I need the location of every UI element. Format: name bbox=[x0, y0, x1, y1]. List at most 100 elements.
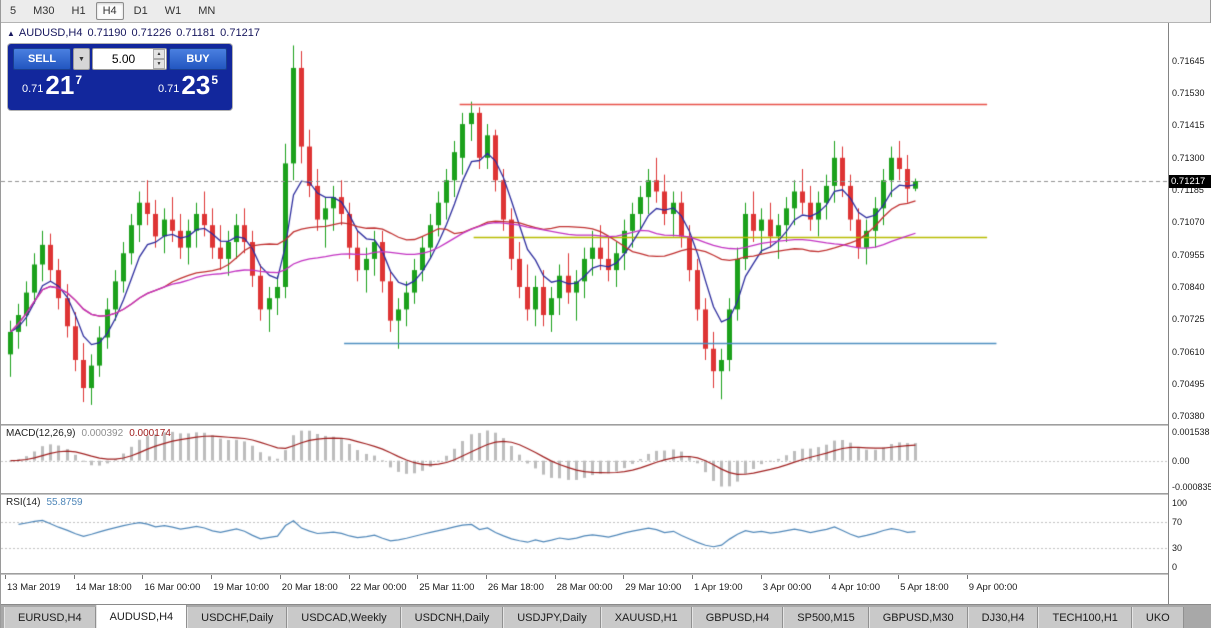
time-axis-tick bbox=[485, 575, 487, 579]
time-axis-tick bbox=[829, 575, 831, 579]
macd-title: MACD(12,26,9) bbox=[6, 428, 76, 439]
macd-axis-min: -0.000835 bbox=[1172, 482, 1211, 492]
price-axis-label: 0.70840 bbox=[1172, 281, 1205, 292]
timeframe-button-m30[interactable]: M30 bbox=[33, 5, 55, 17]
price-axis-label: 0.71300 bbox=[1172, 152, 1205, 163]
one-click-toggle-icon[interactable]: ▲ bbox=[7, 28, 15, 38]
price-axis-label: 0.70725 bbox=[1172, 314, 1205, 325]
time-axis-tick bbox=[898, 575, 900, 579]
time-axis-tick bbox=[142, 575, 144, 579]
price-axis-label: 0.71645 bbox=[1172, 55, 1205, 66]
macd-main-value: 0.000392 bbox=[81, 428, 124, 439]
chart-workspace: ▲ AUDUSD,H4 0.71190 0.71226 0.71181 0.71… bbox=[1, 23, 1211, 604]
rsi-axis-label: 0 bbox=[1172, 562, 1178, 572]
price-axis-label: 0.70495 bbox=[1172, 378, 1205, 389]
chart-tab-eurusd-h4[interactable]: EURUSD,H4 bbox=[4, 607, 96, 628]
chart-tab-gbpusd-h4[interactable]: GBPUSD,H4 bbox=[691, 607, 784, 628]
sell-price-big: 21 bbox=[45, 70, 75, 100]
panel-separator[interactable] bbox=[1, 573, 1211, 575]
timeframe-button-h4[interactable]: H4 bbox=[95, 2, 124, 20]
time-axis-tick bbox=[417, 575, 419, 579]
time-axis-tick bbox=[73, 575, 75, 579]
time-axis-label: 25 Mar 11:00 bbox=[419, 582, 475, 593]
price-axis[interactable]: 0.71645 0.71530 0.71415 0.71300 0.71185 0.710… bbox=[1168, 23, 1211, 604]
chart-tab-audusd-h4[interactable]: AUDUSD,H4 bbox=[95, 605, 188, 628]
buy-price-display[interactable]: 0.71 23 5 bbox=[158, 70, 218, 100]
macd-axis-zero: 0.00 bbox=[1172, 455, 1190, 466]
sell-price-sup: 7 bbox=[75, 73, 83, 87]
timeframe-button-5[interactable]: 5 bbox=[10, 5, 17, 17]
time-axis-tick bbox=[5, 575, 6, 579]
volume-input[interactable] bbox=[93, 49, 166, 69]
price-axis-label: 0.70610 bbox=[1172, 346, 1205, 357]
chart-tab-dj30-h4[interactable]: DJ30,H4 bbox=[967, 607, 1039, 628]
panel-separator[interactable] bbox=[1, 493, 1211, 495]
price-axis-label: 0.70380 bbox=[1172, 411, 1205, 422]
macd-axis-max: 0.001538 bbox=[1172, 427, 1210, 437]
time-axis-tick bbox=[554, 575, 556, 579]
rsi-panel: RSI(14) 55.8759 bbox=[1, 495, 1168, 573]
macd-canvas[interactable] bbox=[1, 426, 1168, 493]
panel-separator[interactable] bbox=[1, 424, 1211, 426]
price-axis-label: 0.71070 bbox=[1172, 217, 1205, 228]
rsi-axis-label: 30 bbox=[1172, 542, 1183, 553]
ohlc-close: 0.71217 bbox=[220, 27, 260, 39]
time-axis[interactable]: 13 Mar 2019 14 Mar 18:00 16 Mar 00:00 19 Ma… bbox=[1, 575, 1168, 604]
time-axis-label: 14 Mar 18:00 bbox=[75, 582, 132, 593]
chart-tab-sp500-m15[interactable]: SP500,M15 bbox=[783, 607, 869, 628]
volume-increase-button[interactable]: ▲ bbox=[153, 49, 165, 59]
volume-decrease-button[interactable]: ▼ bbox=[153, 59, 165, 69]
time-axis-label: 28 Mar 00:00 bbox=[556, 582, 613, 593]
buy-button[interactable]: BUY bbox=[169, 48, 227, 70]
sell-price-prefix: 0.71 bbox=[22, 83, 44, 95]
chart-tab-tech100-h1[interactable]: TECH100,H1 bbox=[1038, 607, 1132, 628]
chart-header: ▲ AUDUSD,H4 0.71190 0.71226 0.71181 0.71… bbox=[7, 27, 260, 39]
volume-field-wrap: ▲ ▼ bbox=[92, 48, 167, 70]
rsi-value: 55.8759 bbox=[46, 497, 83, 508]
time-axis-label: 5 Apr 18:00 bbox=[900, 582, 949, 593]
rsi-title: RSI(14) bbox=[6, 497, 41, 508]
chart-tab-gbpusd-m30[interactable]: GBPUSD,M30 bbox=[868, 607, 968, 628]
chart-tab-usdcnh-daily[interactable]: USDCNH,Daily bbox=[400, 607, 504, 628]
time-axis-label: 19 Mar 10:00 bbox=[213, 582, 270, 593]
chart-tab-usdcad-weekly[interactable]: USDCAD,Weekly bbox=[287, 607, 401, 628]
chart-tab-usdjpy-daily[interactable]: USDJPY,Daily bbox=[503, 607, 601, 628]
time-axis-label: 26 Mar 18:00 bbox=[487, 582, 544, 593]
time-axis-tick bbox=[966, 575, 968, 579]
macd-label: MACD(12,26,9) 0.000392 0.000174 bbox=[6, 428, 171, 439]
time-axis-tick bbox=[279, 575, 281, 579]
chart-tab-usdchf-daily[interactable]: USDCHF,Daily bbox=[187, 607, 288, 628]
macd-signal-value: 0.000174 bbox=[129, 428, 171, 439]
time-axis-tick bbox=[692, 575, 693, 579]
rsi-label: RSI(14) 55.8759 bbox=[6, 497, 83, 508]
ohlc-low: 0.71181 bbox=[176, 27, 216, 39]
rsi-axis-label: 70 bbox=[1172, 517, 1183, 528]
timeframe-toolbar: 5 M30 H1 H4 D1 W1 MN bbox=[1, 0, 1210, 23]
price-axis-label: 0.70955 bbox=[1172, 249, 1205, 260]
timeframe-button-w1[interactable]: W1 bbox=[164, 5, 182, 17]
time-axis-label: 1 Apr 19:00 bbox=[694, 582, 743, 593]
chart-tab-bar: EURUSD,H4 AUDUSD,H4 USDCHF,Daily USDCAD,Wee… bbox=[1, 604, 1211, 628]
timeframe-button-mn[interactable]: MN bbox=[198, 5, 216, 17]
time-axis-label: 3 Apr 00:00 bbox=[762, 582, 812, 593]
time-axis-label: 9 Apr 00:00 bbox=[968, 582, 1018, 593]
chevron-down-icon: ▼ bbox=[78, 55, 85, 63]
ohlc-open: 0.71190 bbox=[87, 27, 127, 39]
time-axis-tick bbox=[211, 575, 213, 579]
timeframe-button-h1[interactable]: H1 bbox=[71, 5, 86, 17]
timeframe-button-d1[interactable]: D1 bbox=[133, 5, 148, 17]
price-axis-label: 0.71530 bbox=[1172, 88, 1205, 99]
sell-price-display[interactable]: 0.71 21 7 bbox=[22, 70, 83, 100]
time-axis-label: 29 Mar 10:00 bbox=[625, 582, 682, 593]
volume-dropdown-button[interactable]: ▼ bbox=[73, 48, 90, 70]
buy-price-big: 23 bbox=[181, 70, 211, 100]
one-click-trading-panel: SELL ▼ ▲ ▼ BUY 0.71 21 7 bbox=[8, 44, 232, 110]
rsi-canvas[interactable] bbox=[1, 495, 1168, 573]
time-axis-tick bbox=[623, 575, 625, 579]
rsi-axis-label: 100 bbox=[1172, 498, 1188, 508]
chart-tab-uko[interactable]: UKO bbox=[1131, 607, 1184, 628]
price-axis-label: 0.71185 bbox=[1172, 185, 1204, 196]
chart-tab-xauusd-h1[interactable]: XAUUSD,H1 bbox=[600, 607, 692, 628]
sell-button[interactable]: SELL bbox=[13, 48, 71, 70]
